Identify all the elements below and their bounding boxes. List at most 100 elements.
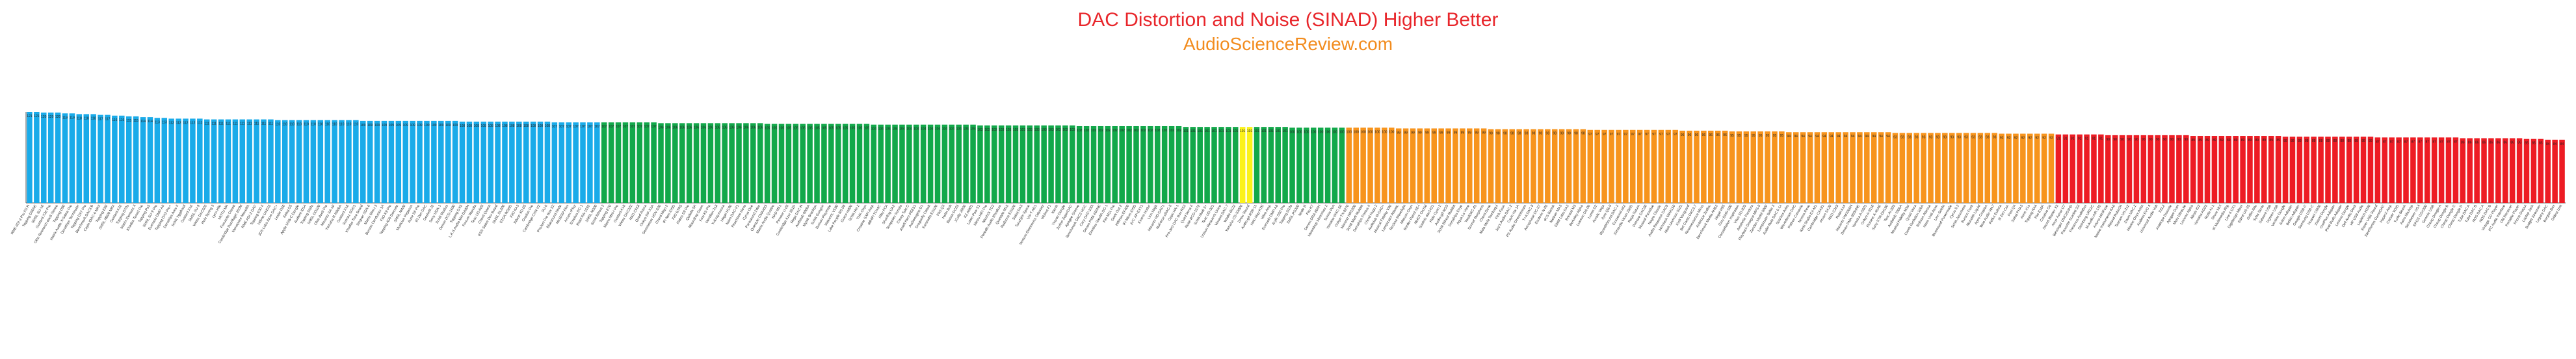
value-label: 87 [2454, 140, 2458, 144]
value-label: 101 [1218, 129, 1224, 133]
value-label: 105 [864, 127, 870, 131]
bar [1374, 127, 1380, 203]
value-label: 97 [1674, 133, 1677, 137]
bar [1389, 127, 1395, 203]
value-label: 100 [1311, 130, 1317, 134]
bar [814, 124, 820, 203]
bar [1580, 129, 1586, 203]
bar [2062, 134, 2069, 203]
bar [1233, 127, 1239, 203]
bar [1083, 126, 1090, 203]
value-label: 104 [942, 127, 948, 131]
value-label: 95 [1780, 134, 1784, 138]
bar [1254, 127, 1260, 203]
bar [1382, 127, 1387, 203]
bar [339, 120, 345, 203]
value-label: 88 [2361, 139, 2365, 143]
value-label: 100 [1304, 130, 1309, 134]
value-label: 97 [1617, 133, 1621, 137]
value-label: 105 [857, 127, 863, 131]
bar [778, 124, 785, 203]
bar [1367, 127, 1373, 203]
bar [1616, 129, 1622, 203]
value-label: 89 [2234, 139, 2238, 142]
bar [1041, 125, 1047, 203]
value-label: 86 [2497, 141, 2501, 145]
value-label: 93 [1929, 135, 1933, 139]
bar [1119, 126, 1125, 203]
value-label: 88 [2283, 139, 2287, 143]
bar [438, 120, 444, 203]
value-label: 105 [772, 127, 778, 131]
bar [1467, 128, 1473, 203]
value-label: 113 [155, 120, 160, 124]
bar [2240, 136, 2246, 203]
value-label: 103 [999, 128, 1005, 132]
bar [1921, 133, 1926, 203]
bar [2268, 136, 2274, 203]
value-label: 99 [1432, 131, 1436, 135]
value-label: 109 [367, 124, 373, 127]
bar [644, 122, 650, 203]
value-label: 101 [1211, 129, 1217, 133]
value-label: 103 [977, 128, 983, 132]
value-label: 109 [360, 124, 366, 127]
value-label: 94 [1830, 135, 1833, 139]
bar [842, 124, 848, 203]
bar [729, 123, 735, 203]
bar [2339, 137, 2345, 203]
bar [1800, 132, 1806, 203]
bar [523, 122, 529, 203]
bar [2126, 135, 2133, 203]
bar [871, 124, 877, 203]
bar [2552, 139, 2558, 203]
bar [587, 122, 593, 203]
value-label: 108 [516, 124, 522, 128]
bar [1573, 129, 1579, 203]
bar [2211, 136, 2218, 203]
value-label: 94 [1872, 135, 1876, 139]
bar [353, 120, 359, 203]
bar [1566, 129, 1572, 203]
value-label: 106 [708, 126, 714, 129]
value-label: 106 [665, 126, 671, 129]
bar [686, 123, 692, 203]
value-label: 99 [1425, 131, 1429, 135]
bar [1644, 129, 1650, 203]
bar [1807, 132, 1813, 203]
value-label: 102 [1162, 129, 1168, 133]
value-label: 114 [148, 120, 153, 124]
bar [2367, 137, 2374, 203]
bar [1183, 127, 1189, 203]
value-label: 106 [722, 126, 728, 129]
bar [1743, 131, 1750, 203]
value-label: 92 [2042, 137, 2046, 140]
chart-subtitle: AudioScienceReview.com [1183, 34, 1393, 54]
bar [1460, 128, 1465, 203]
value-label: 88 [2326, 139, 2330, 143]
bar [1445, 128, 1451, 203]
value-label: 116 [119, 118, 124, 122]
value-label: 97 [1610, 133, 1614, 137]
bar [2261, 136, 2267, 203]
value-label: 100 [1325, 130, 1331, 134]
bar [1197, 127, 1203, 203]
value-label: 91 [2085, 137, 2089, 141]
value-label: 86 [2461, 141, 2465, 145]
value-label: 89 [2191, 139, 2195, 142]
value-label: 87 [2397, 140, 2401, 144]
bar [2282, 137, 2289, 203]
bar [622, 122, 629, 203]
bar [2445, 137, 2452, 203]
bar [2296, 137, 2303, 203]
value-label: 105 [843, 127, 848, 131]
value-label: 109 [396, 124, 402, 127]
bar [452, 120, 458, 203]
value-label: 118 [91, 116, 96, 120]
value-label: 92 [2028, 137, 2032, 140]
bar [1630, 129, 1636, 203]
bar [1019, 125, 1026, 203]
bar [1431, 128, 1438, 203]
bar [2289, 137, 2296, 203]
value-label: 104 [956, 127, 962, 131]
